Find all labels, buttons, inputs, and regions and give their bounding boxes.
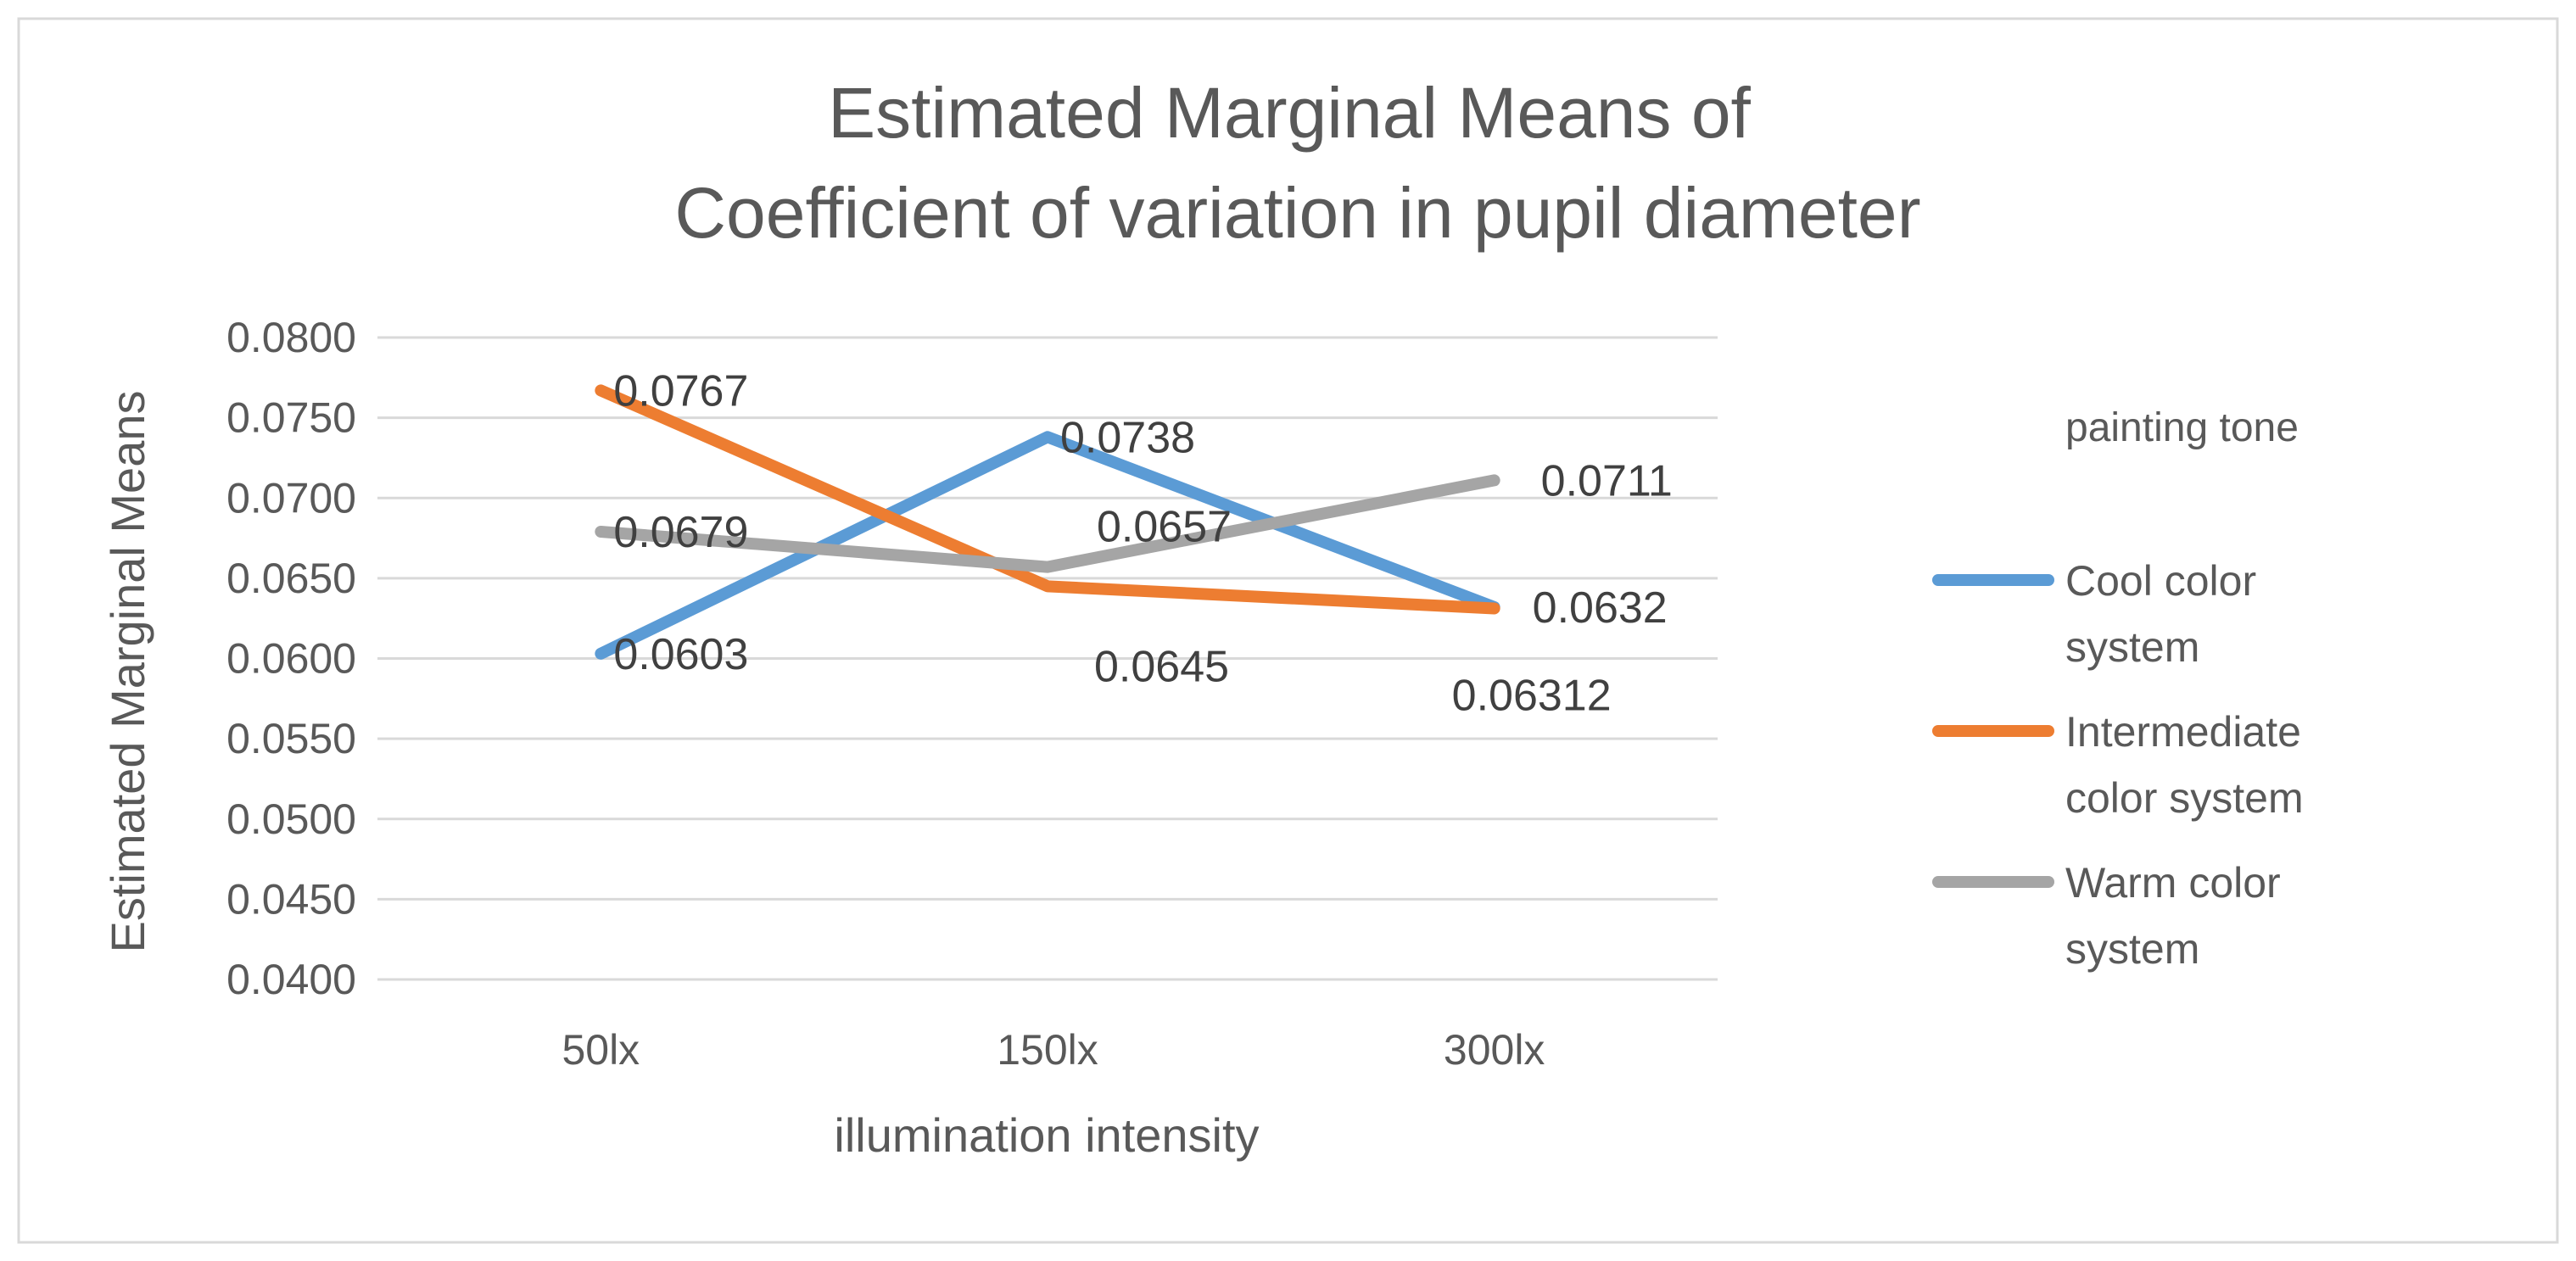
x-axis-title: illumination intensity [834,1108,1259,1162]
series-line-intermediate-color-system [595,384,1500,615]
y-tick-label: 0.0400 [226,956,356,1003]
legend-label: color system [2065,774,2304,822]
data-label: 0.0679 [613,508,748,557]
legend-label: system [2065,925,2199,973]
y-tick-label: 0.0500 [226,795,356,843]
data-label: 0.0767 [613,366,748,416]
x-tick-label: 150lx [997,1026,1098,1074]
gridlines [377,336,1718,981]
series-line-warm-color-system [595,474,1500,573]
chart-title-line-2: Coefficient of variation in pupil diamet… [674,173,1920,253]
legend-label: system [2065,623,2199,671]
y-tick-label: 0.0700 [226,474,356,522]
y-axis-ticks: 0.0800 0.0750 0.0700 0.0650 0.0600 0.0550 0.05… [226,314,356,1003]
data-label: 0.0738 [1060,413,1195,462]
data-labels: 0.0603 0.0738 0.0632 0.0767 0.0645 0.06312 0.0… [613,366,1673,720]
legend: Cool color system Intermediate color system… [1932,557,2304,973]
y-axis-title: Estimated Marginal Means [101,391,154,953]
y-tick-label: 0.0550 [226,715,356,762]
y-tick-label: 0.0750 [226,394,356,442]
legend-label: Intermediate [2065,708,2301,756]
data-label: 0.0711 [1541,456,1673,505]
data-label: 0.0645 [1094,642,1229,691]
y-tick-label: 0.0450 [226,875,356,923]
x-tick-label: 300lx [1444,1026,1545,1074]
data-label: 0.0632 [1533,583,1668,633]
y-tick-label: 0.0600 [226,635,356,683]
legend-label: Cool color [2065,557,2256,605]
chart-title-line-1: Estimated Marginal Means of [828,73,1751,153]
chart-frame [17,17,2559,1244]
x-tick-label: 50lx [562,1026,640,1074]
legend-title: painting tone [2065,405,2299,450]
legend-label: Warm color [2065,859,2281,907]
series-lines [595,384,1500,660]
data-label: 0.06312 [1452,671,1612,720]
x-axis-ticks: 50lx 150lx 300lx [562,1026,1545,1074]
series-line-cool-color-system [595,431,1500,660]
y-tick-label: 0.0650 [226,555,356,602]
data-label: 0.0657 [1097,503,1232,552]
y-tick-label: 0.0800 [226,314,356,361]
data-label: 0.0603 [613,630,748,679]
